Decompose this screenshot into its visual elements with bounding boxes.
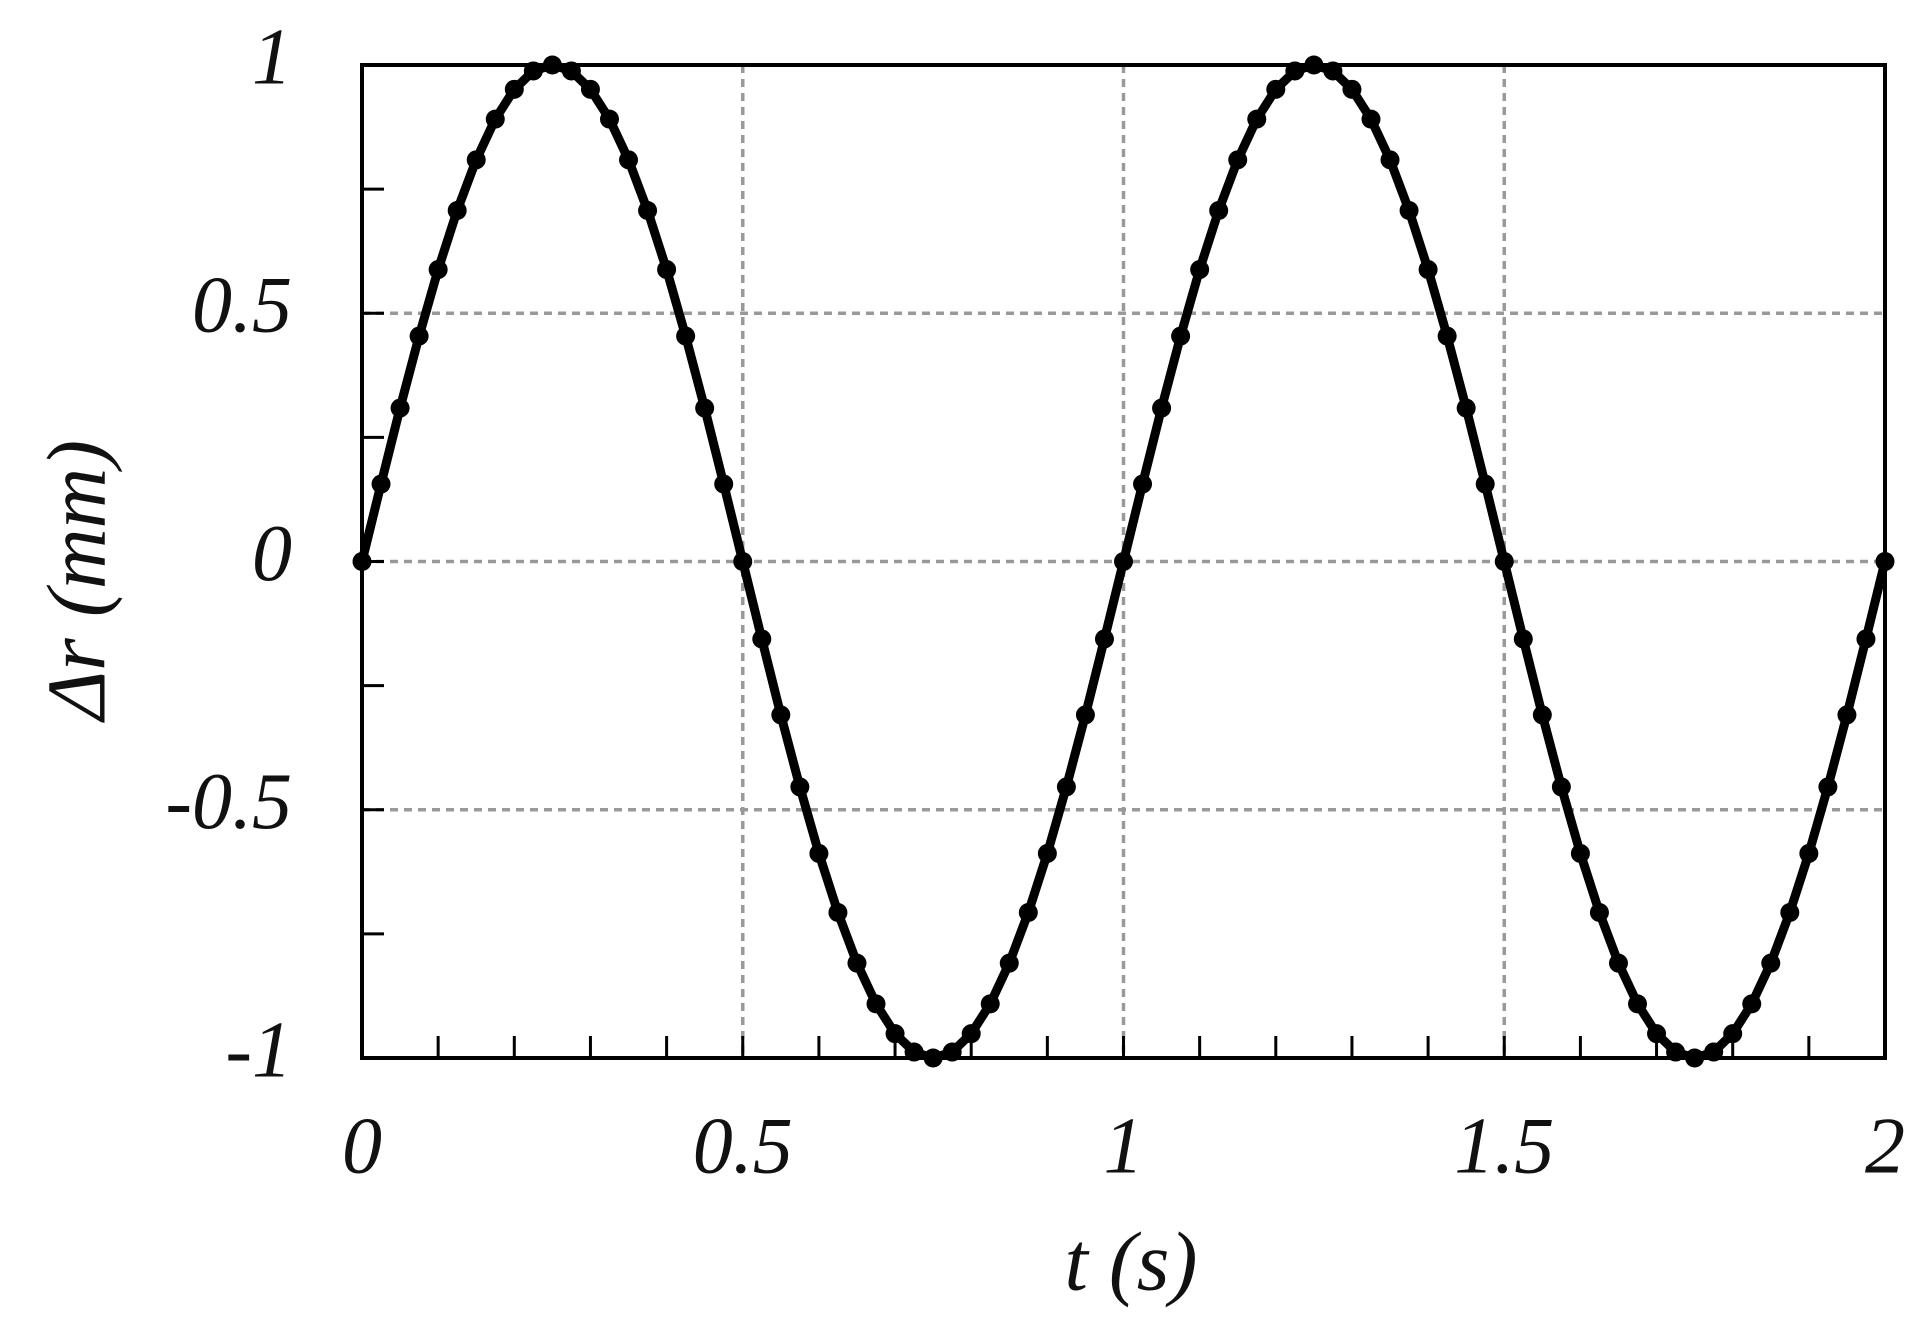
data-point bbox=[1742, 994, 1762, 1014]
x-axis-label: t (s) bbox=[1065, 1215, 1198, 1308]
data-point bbox=[1304, 55, 1324, 75]
data-point bbox=[809, 843, 829, 863]
data-point bbox=[447, 200, 467, 220]
x-tick-label: 0 bbox=[342, 1102, 382, 1190]
data-point bbox=[390, 398, 410, 418]
data-point bbox=[885, 1024, 905, 1044]
data-point bbox=[733, 552, 753, 571]
data-point bbox=[1799, 843, 1819, 863]
data-point bbox=[1513, 629, 1533, 649]
data-point bbox=[599, 109, 619, 129]
x-tick-label: 2 bbox=[1865, 1102, 1905, 1190]
data-point bbox=[1780, 903, 1800, 923]
data-point bbox=[1247, 109, 1267, 129]
data-point bbox=[999, 953, 1019, 973]
data-point bbox=[1666, 1042, 1686, 1062]
data-point bbox=[695, 398, 715, 418]
data-point bbox=[1437, 326, 1457, 346]
y-tick-label: 1 bbox=[252, 13, 292, 101]
data-point bbox=[1704, 1042, 1724, 1062]
data-point bbox=[638, 200, 658, 220]
data-point bbox=[714, 474, 734, 494]
data-point bbox=[1818, 777, 1838, 797]
data-point bbox=[1114, 552, 1133, 571]
data-point bbox=[1532, 705, 1552, 725]
data-point bbox=[1037, 843, 1057, 863]
data-point bbox=[942, 1042, 962, 1062]
data-point bbox=[1228, 150, 1248, 170]
data-point bbox=[904, 1042, 924, 1062]
data-point bbox=[1589, 903, 1609, 923]
data-point bbox=[828, 903, 848, 923]
data-point bbox=[866, 994, 886, 1014]
data-point bbox=[1342, 79, 1362, 99]
data-point bbox=[1399, 200, 1419, 220]
data-point bbox=[1837, 705, 1857, 725]
data-point bbox=[580, 79, 600, 99]
data-point bbox=[1323, 61, 1343, 81]
data-point bbox=[409, 326, 429, 346]
data-point bbox=[1075, 705, 1095, 725]
data-point bbox=[752, 629, 772, 649]
data-point bbox=[1190, 260, 1210, 280]
data-point bbox=[790, 777, 810, 797]
data-point bbox=[1209, 200, 1229, 220]
data-point bbox=[1456, 398, 1476, 418]
data-point bbox=[1171, 326, 1191, 346]
data-point bbox=[352, 552, 372, 571]
data-point bbox=[1570, 843, 1590, 863]
data-point bbox=[1152, 398, 1172, 418]
data-point bbox=[1723, 1024, 1743, 1044]
data-point bbox=[561, 61, 581, 81]
data-point bbox=[1361, 109, 1381, 129]
data-point bbox=[542, 55, 562, 75]
y-tick-label: 0 bbox=[252, 510, 292, 598]
data-point bbox=[1380, 150, 1400, 170]
data-point bbox=[428, 260, 448, 280]
data-point bbox=[1133, 474, 1153, 494]
data-point bbox=[1875, 552, 1895, 571]
data-point bbox=[466, 150, 486, 170]
y-axis-label: Δr (mm) bbox=[30, 440, 123, 723]
data-point bbox=[676, 326, 696, 346]
data-point bbox=[1018, 903, 1038, 923]
data-point bbox=[1418, 260, 1438, 280]
x-tick-label: 1 bbox=[1104, 1102, 1144, 1190]
data-point bbox=[1494, 552, 1514, 571]
data-point bbox=[1285, 61, 1305, 81]
data-point bbox=[1856, 629, 1876, 649]
y-tick-label: 0.5 bbox=[192, 262, 292, 350]
data-point bbox=[504, 79, 524, 99]
data-point bbox=[1475, 474, 1495, 494]
data-point bbox=[961, 1024, 981, 1044]
data-point bbox=[657, 260, 677, 280]
data-point bbox=[1056, 777, 1076, 797]
y-tick-label: -1 bbox=[225, 1006, 292, 1094]
data-point bbox=[1551, 777, 1571, 797]
data-point bbox=[1647, 1024, 1667, 1044]
data-point bbox=[1685, 1048, 1705, 1068]
y-tick-label: -0.5 bbox=[165, 758, 292, 846]
x-tick-label: 1.5 bbox=[1454, 1102, 1554, 1190]
data-point bbox=[523, 61, 543, 81]
data-point bbox=[1094, 629, 1114, 649]
data-point bbox=[1266, 79, 1286, 99]
data-point bbox=[771, 705, 791, 725]
x-tick-label: 0.5 bbox=[693, 1102, 793, 1190]
data-point bbox=[1761, 953, 1781, 973]
data-point bbox=[1608, 953, 1628, 973]
data-point bbox=[980, 994, 1000, 1014]
data-point bbox=[847, 953, 867, 973]
data-point bbox=[485, 109, 505, 129]
data-point bbox=[371, 474, 391, 494]
data-point bbox=[1628, 994, 1648, 1014]
data-point bbox=[619, 150, 639, 170]
data-point bbox=[923, 1048, 943, 1068]
